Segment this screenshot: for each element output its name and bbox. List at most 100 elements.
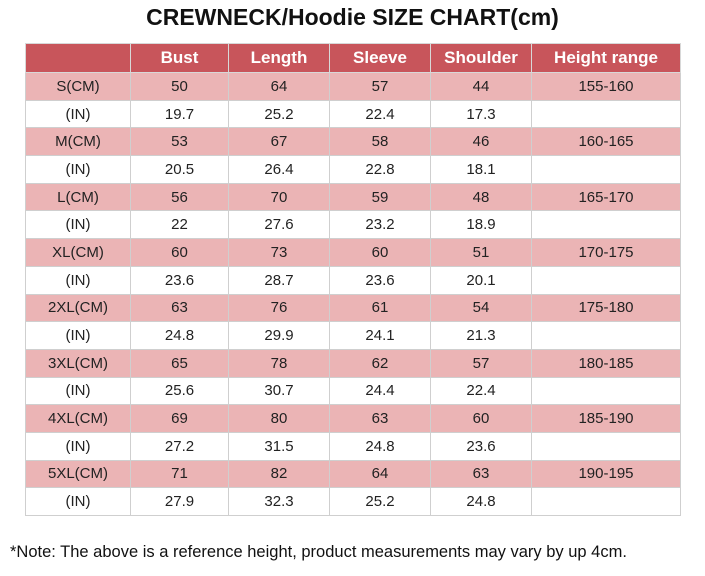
table-cell: 60 bbox=[130, 238, 229, 267]
empty-cell bbox=[531, 210, 681, 240]
table-cell: 27.2 bbox=[130, 431, 229, 461]
table-cell: 60 bbox=[430, 404, 532, 433]
table-cell: 22 bbox=[130, 210, 229, 240]
table-cell: 70 bbox=[228, 182, 330, 212]
chart-title: CREWNECK/Hoodie SIZE CHART(cm) bbox=[146, 4, 559, 30]
empty-cell bbox=[531, 431, 681, 461]
table-cell: 23.6 bbox=[329, 265, 431, 295]
table-cell: 28.7 bbox=[228, 265, 330, 295]
table-cell: 31.5 bbox=[228, 431, 330, 461]
table-cell: 22.8 bbox=[329, 155, 431, 184]
table-cell: 60 bbox=[329, 238, 431, 267]
header-row: Bust Length Sleeve Shoulder Height range bbox=[25, 43, 681, 73]
table-cell: 71 bbox=[130, 459, 229, 489]
table-cell: 59 bbox=[329, 182, 431, 212]
table-cell: 29.9 bbox=[228, 321, 330, 350]
row-label: XL(CM) bbox=[25, 238, 131, 267]
table-cell: 23.2 bbox=[329, 210, 431, 240]
row-label: (IN) bbox=[25, 487, 131, 516]
table-cell: 32.3 bbox=[228, 487, 330, 516]
table-row: (IN) 27.9 32.3 25.2 24.8 bbox=[25, 487, 681, 516]
table-cell: 160-165 bbox=[531, 127, 681, 157]
table-row: S(CM) 50 64 57 44 155-160 bbox=[25, 72, 681, 101]
table-row: (IN) 23.6 28.7 23.6 20.1 bbox=[25, 265, 681, 295]
row-label: (IN) bbox=[25, 376, 131, 406]
table-cell: 24.8 bbox=[130, 321, 229, 350]
table-cell: 20.1 bbox=[430, 265, 532, 295]
table-cell: 27.6 bbox=[228, 210, 330, 240]
table-cell: 170-175 bbox=[531, 238, 681, 267]
table-row: (IN) 27.2 31.5 24.8 23.6 bbox=[25, 431, 681, 461]
table-cell: 25.6 bbox=[130, 376, 229, 406]
table-row: M(CM) 53 67 58 46 160-165 bbox=[25, 127, 681, 157]
table-row: 4XL(CM) 69 80 63 60 185-190 bbox=[25, 404, 681, 433]
row-label: (IN) bbox=[25, 321, 131, 350]
table-row: (IN) 24.8 29.9 24.1 21.3 bbox=[25, 321, 681, 350]
table-row: (IN) 19.7 25.2 22.4 17.3 bbox=[25, 99, 681, 129]
column-header: Length bbox=[228, 43, 330, 73]
row-label: (IN) bbox=[25, 99, 131, 129]
table-cell: 20.5 bbox=[130, 155, 229, 184]
table-cell: 21.3 bbox=[430, 321, 532, 350]
table-cell: 69 bbox=[130, 404, 229, 433]
column-header: Shoulder bbox=[430, 43, 532, 73]
table-cell: 180-185 bbox=[531, 348, 681, 378]
row-label: 3XL(CM) bbox=[25, 348, 131, 378]
table-cell: 73 bbox=[228, 238, 330, 267]
table-cell: 185-190 bbox=[531, 404, 681, 433]
table-cell: 25.2 bbox=[329, 487, 431, 516]
row-label: 4XL(CM) bbox=[25, 404, 131, 433]
row-label: (IN) bbox=[25, 431, 131, 461]
row-label: M(CM) bbox=[25, 127, 131, 157]
empty-cell bbox=[531, 376, 681, 406]
table-cell: 63 bbox=[430, 459, 532, 489]
column-header: Height range bbox=[531, 43, 681, 73]
table-cell: 17.3 bbox=[430, 99, 532, 129]
table-cell: 27.9 bbox=[130, 487, 229, 516]
table-cell: 48 bbox=[430, 182, 532, 212]
table-cell: 18.1 bbox=[430, 155, 532, 184]
table-cell: 50 bbox=[130, 72, 229, 101]
table-cell: 78 bbox=[228, 348, 330, 378]
table-cell: 51 bbox=[430, 238, 532, 267]
table-row: (IN) 25.6 30.7 24.4 22.4 bbox=[25, 376, 681, 406]
table-cell: 18.9 bbox=[430, 210, 532, 240]
table-cell: 30.7 bbox=[228, 376, 330, 406]
table-cell: 190-195 bbox=[531, 459, 681, 489]
table-cell: 46 bbox=[430, 127, 532, 157]
table-row: (IN) 20.5 26.4 22.8 18.1 bbox=[25, 155, 681, 184]
row-label: 5XL(CM) bbox=[25, 459, 131, 489]
table-cell: 76 bbox=[228, 293, 330, 323]
table-cell: 57 bbox=[430, 348, 532, 378]
empty-cell bbox=[531, 487, 681, 516]
column-header: Bust bbox=[130, 43, 229, 73]
table-cell: 23.6 bbox=[130, 265, 229, 295]
table-cell: 175-180 bbox=[531, 293, 681, 323]
table-cell: 62 bbox=[329, 348, 431, 378]
table-cell: 64 bbox=[228, 72, 330, 101]
column-header: Sleeve bbox=[329, 43, 431, 73]
table-cell: 24.8 bbox=[430, 487, 532, 516]
table-cell: 155-160 bbox=[531, 72, 681, 101]
row-label: L(CM) bbox=[25, 182, 131, 212]
table-row: (IN) 22 27.6 23.2 18.9 bbox=[25, 210, 681, 240]
table-row: 3XL(CM) 65 78 62 57 180-185 bbox=[25, 348, 681, 378]
row-label: S(CM) bbox=[25, 72, 131, 101]
table-cell: 64 bbox=[329, 459, 431, 489]
row-label: (IN) bbox=[25, 155, 131, 184]
table-cell: 65 bbox=[130, 348, 229, 378]
row-label: (IN) bbox=[25, 210, 131, 240]
table-cell: 54 bbox=[430, 293, 532, 323]
table-cell: 56 bbox=[130, 182, 229, 212]
table-cell: 24.1 bbox=[329, 321, 431, 350]
corner-cell bbox=[25, 43, 131, 73]
table-row: XL(CM) 60 73 60 51 170-175 bbox=[25, 238, 681, 267]
table-cell: 57 bbox=[329, 72, 431, 101]
table-cell: 22.4 bbox=[430, 376, 532, 406]
table-cell: 24.4 bbox=[329, 376, 431, 406]
empty-cell bbox=[531, 265, 681, 295]
table-cell: 19.7 bbox=[130, 99, 229, 129]
table-cell: 58 bbox=[329, 127, 431, 157]
table-cell: 22.4 bbox=[329, 99, 431, 129]
